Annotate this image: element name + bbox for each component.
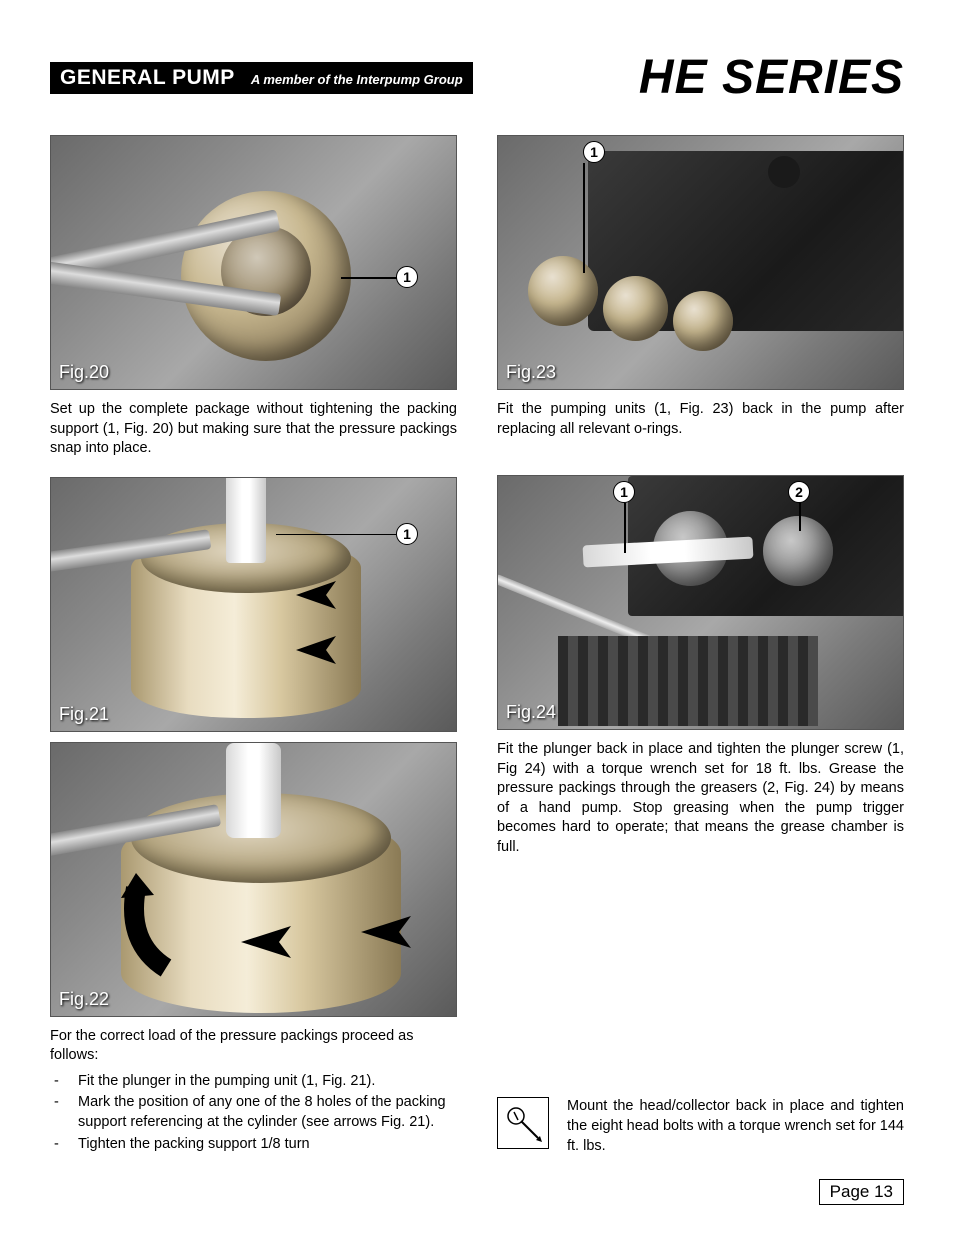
list-dash: -: [54, 1093, 78, 1132]
list-item: -Fit the plunger in the pumping unit (1,…: [54, 1072, 457, 1092]
list-item: -Mark the position of any one of the 8 h…: [54, 1093, 457, 1132]
text-fig22-intro: For the correct load of the pressure pac…: [50, 1027, 457, 1066]
left-column: 1 Fig.20 Set up the complete package wit…: [50, 135, 457, 1156]
arrow-icon: [351, 908, 421, 953]
figure-label: Fig.24: [506, 702, 556, 723]
callout-number: 2: [795, 484, 803, 500]
text-fig24: Fit the plunger back in place and tighte…: [497, 740, 904, 857]
callout-number: 1: [403, 526, 411, 542]
figure-23: 1 Fig.23: [497, 135, 904, 390]
callout-marker: 1: [396, 523, 418, 545]
figure-label: Fig.21: [59, 704, 109, 725]
curved-arrow-icon: [106, 873, 196, 983]
list-text: Fit the plunger in the pumping unit (1, …: [78, 1072, 375, 1092]
torque-wrench-icon: [497, 1097, 549, 1149]
callout-number: 1: [403, 269, 411, 285]
brand-name: GENERAL PUMP: [60, 66, 235, 90]
figure-20: 1 Fig.20: [50, 135, 457, 390]
callout-marker: 2: [788, 481, 810, 503]
content-columns: 1 Fig.20 Set up the complete package wit…: [50, 135, 904, 1156]
figure-label: Fig.20: [59, 362, 109, 383]
text-fig23: Fit the pumping units (1, Fig. 23) back …: [497, 400, 904, 439]
figure-24: 1 2 Fig.24: [497, 475, 904, 730]
callout-marker: 1: [583, 141, 605, 163]
figure-22: Fig.22: [50, 742, 457, 1017]
callout-marker: 1: [613, 481, 635, 503]
text-fig20: Set up the complete package without tigh…: [50, 400, 457, 459]
list-dash: -: [54, 1135, 78, 1155]
page-number: Page 13: [819, 1179, 904, 1205]
callout-number: 1: [590, 144, 598, 160]
brand-tagline: A member of the Interpump Group: [251, 72, 463, 87]
page-header: GENERAL PUMP A member of the Interpump G…: [50, 50, 904, 105]
arrow-icon: [231, 918, 301, 963]
arrow-icon: [286, 628, 346, 668]
figure-21: 1 Fig.21: [50, 477, 457, 732]
arrow-icon: [286, 573, 346, 613]
text-mount: Mount the head/collector back in place a…: [567, 1097, 904, 1156]
list-text: Tighten the packing support 1/8 turn: [78, 1135, 310, 1155]
list-dash: -: [54, 1072, 78, 1092]
callout-marker: 1: [396, 266, 418, 288]
callout-number: 1: [620, 484, 628, 500]
list-fig22: -Fit the plunger in the pumping unit (1,…: [54, 1072, 457, 1156]
mount-instruction-block: Mount the head/collector back in place a…: [497, 1097, 904, 1156]
figure-label: Fig.22: [59, 989, 109, 1010]
figure-label: Fig.23: [506, 362, 556, 383]
list-item: -Tighten the packing support 1/8 turn: [54, 1135, 457, 1155]
right-column: 1 Fig.23 Fit the pumping units (1, Fig. …: [497, 135, 904, 1156]
list-text: Mark the position of any one of the 8 ho…: [78, 1093, 457, 1132]
series-title: HE SERIES: [639, 50, 904, 105]
brand-bar: GENERAL PUMP A member of the Interpump G…: [50, 62, 473, 94]
